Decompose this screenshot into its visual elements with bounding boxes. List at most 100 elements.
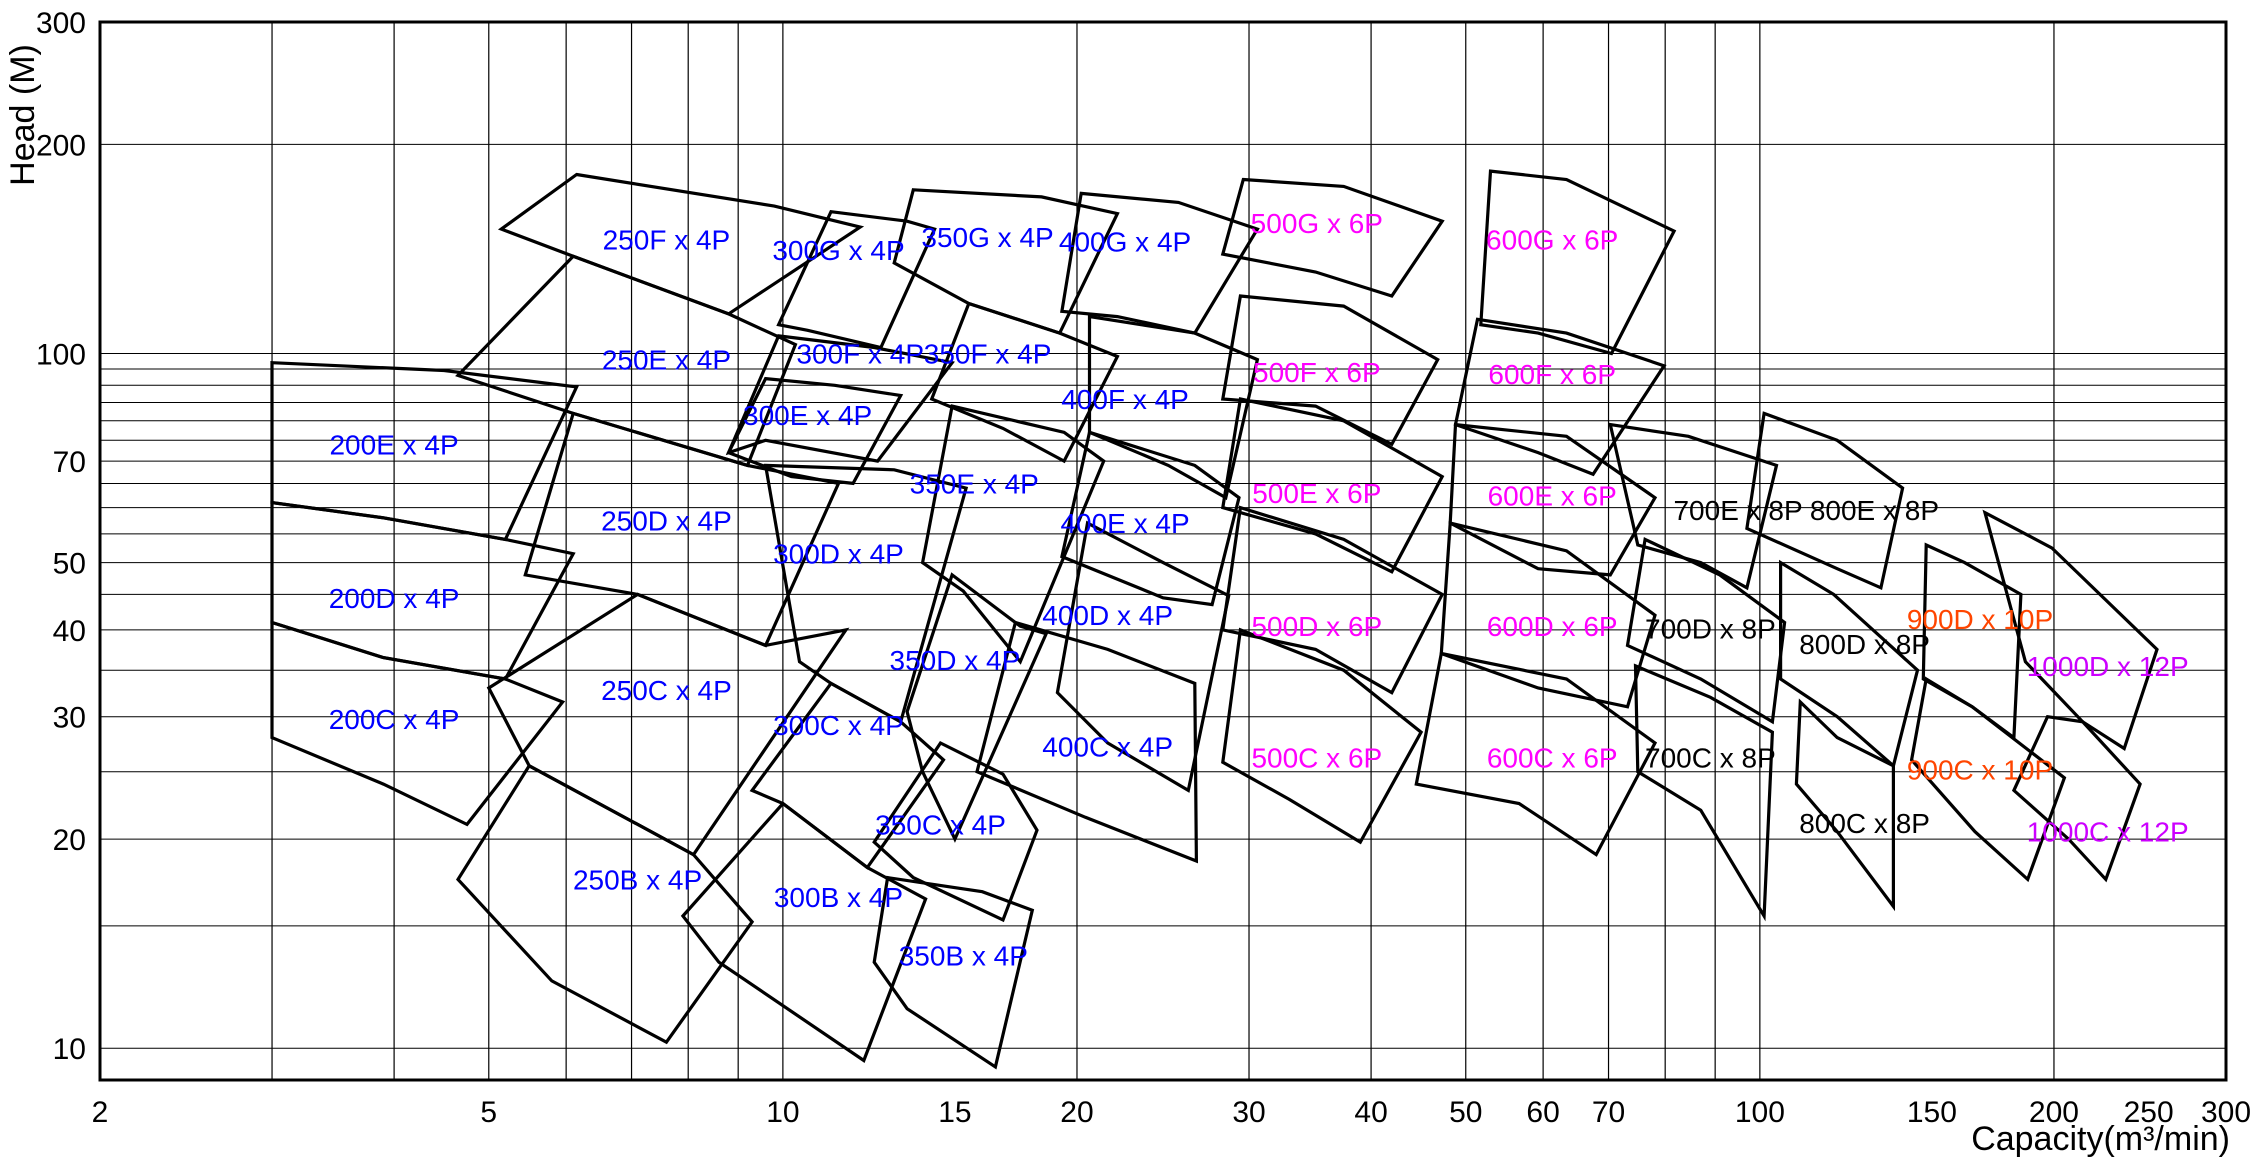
x-tick-label-20: 20 [1060, 1096, 1093, 1129]
x-tick-label-40: 40 [1354, 1096, 1387, 1129]
label-600e-x-6p: 600E x 6P [1488, 480, 1617, 511]
x-tick-label-10: 10 [766, 1096, 799, 1129]
curve-700c-x-8p [1633, 663, 1775, 922]
label-300e-x-4p: 300E x 4P [743, 400, 872, 431]
label-600f-x-6p: 600F x 6P [1488, 359, 1616, 390]
label-800d-x-8p: 800D x 8P [1799, 629, 1930, 660]
x-tick-label-250: 250 [2124, 1096, 2174, 1129]
curve-900c-x-10p [1909, 676, 2067, 883]
label-300c-x-4p: 300C x 4P [773, 710, 904, 741]
y-tick-label-300: 300 [36, 7, 86, 40]
y-tick-labels: 10 20 30 40 50 70 100 200 300 [36, 7, 86, 1066]
y-tick-label-200: 200 [36, 129, 86, 162]
x-tick-labels: 2 5 10 15 20 30 40 50 60 70 100 150 200 250 300 [92, 1096, 2251, 1129]
label-900c-x-10p: 900C x 10P [1907, 754, 2053, 785]
curve-300b-x-4p [680, 801, 928, 1063]
curve-500e-x-6p [1220, 397, 1445, 574]
label-300f-x-4p: 300F x 4P [796, 338, 924, 369]
curve-350c-x-4p [872, 740, 1039, 923]
curve-350d-x-4p [905, 572, 1049, 843]
curve-400d-x-4p [1055, 520, 1231, 793]
curve-350g-x-4p [892, 188, 1120, 336]
label-200c-x-4p: 200C x 4P [329, 704, 460, 735]
plot-frame [98, 20, 2228, 1082]
x-tick-label-15: 15 [938, 1096, 971, 1129]
x-tick-label-5: 5 [480, 1096, 497, 1129]
label-600g-x-6p: 600G x 6P [1486, 224, 1618, 255]
y-tick-label-70: 70 [53, 446, 86, 479]
label-250c-x-4p: 250C x 4P [601, 675, 732, 706]
label-500c-x-6p: 500C x 6P [1251, 743, 1382, 774]
label-500f-x-6p: 500F x 6P [1253, 357, 1381, 388]
label-400e-x-4p: 400E x 4P [1060, 508, 1189, 539]
curve-250b-x-4p [455, 763, 755, 1045]
label-350c-x-4p: 350C x 4P [875, 809, 1006, 840]
label-350e-x-4p: 350E x 4P [910, 468, 1039, 499]
x-tick-label-30: 30 [1232, 1096, 1265, 1129]
x-tick-label-200: 200 [2029, 1096, 2079, 1129]
curve-350b-x-4p [872, 875, 1035, 1070]
y-tick-label-30: 30 [53, 702, 86, 735]
label-300d-x-4p: 300D x 4P [773, 539, 904, 570]
curve-200c-x-4p [270, 620, 566, 827]
x-tick-label-60: 60 [1526, 1096, 1559, 1129]
curve-300e-x-4p [726, 376, 904, 486]
y-tick-label-40: 40 [53, 615, 86, 648]
x-tick-label-50: 50 [1449, 1096, 1482, 1129]
label-700c-x-8p: 700C x 8P [1645, 743, 1776, 774]
curve-900d-x-10p [1921, 542, 2023, 741]
label-600c-x-6p: 600C x 6P [1487, 743, 1618, 774]
curve-300d-x-4p [763, 463, 969, 725]
curve-600f-x-6p [1453, 317, 1667, 477]
label-500d-x-6p: 500D x 6P [1251, 611, 1382, 642]
label-400g-x-4p: 400G x 4P [1059, 226, 1191, 257]
y-tick-label-50: 50 [53, 548, 86, 581]
curve-800e-x-8p [1745, 411, 1905, 591]
label-350b-x-4p: 350B x 4P [899, 940, 1028, 971]
label-900d-x-10p: 900D x 10P [1907, 604, 2053, 635]
label-400d-x-4p: 400D x 4P [1042, 600, 1173, 631]
curve-500f-x-6p [1220, 294, 1440, 447]
pump-curves: 200E x 4P 200D x 4P 200C x 4P 250F x 4P 250E… [270, 169, 2189, 1070]
curve-500d-x-6p [1221, 505, 1445, 695]
label-300b-x-4p: 300B x 4P [774, 882, 903, 913]
label-250b-x-4p: 250B x 4P [573, 864, 702, 895]
label-250d-x-4p: 250D x 4P [601, 505, 732, 536]
x-axis-label: Capacity(m³/min) [1971, 1120, 2230, 1158]
grid-lines [99, 21, 2227, 1081]
curve-400e-x-4p [1060, 430, 1241, 607]
curve-800d-x-8p [1778, 559, 1920, 769]
label-250e-x-4p: 250E x 4P [602, 345, 731, 376]
curve-1000d-x-12p [1982, 509, 2159, 751]
curve-700e-x-8p [1608, 422, 1779, 591]
x-tick-label-300: 300 [2201, 1096, 2251, 1129]
label-200d-x-4p: 200D x 4P [329, 583, 460, 614]
label-700e-x-8p: 700E x 8P [1673, 495, 1802, 526]
y-axis-label: Head (M) [4, 44, 42, 186]
label-350f-x-4p: 350F x 4P [924, 338, 1052, 369]
y-tick-label-100: 100 [36, 338, 86, 371]
label-800e-x-8p: 800E x 8P [1810, 495, 1939, 526]
curve-400g-x-4p [1060, 191, 1260, 335]
curve-350e-x-4p [920, 404, 1106, 665]
label-200e-x-4p: 200E x 4P [329, 429, 458, 460]
curve-400c-x-4p [975, 620, 1199, 864]
x-tick-label-2: 2 [92, 1096, 109, 1129]
label-500g-x-6p: 500G x 6P [1251, 208, 1383, 239]
label-250f-x-4p: 250F x 4P [603, 224, 731, 255]
x-tick-label-100: 100 [1735, 1096, 1785, 1129]
curve-300g-x-4p [776, 209, 937, 350]
label-800c-x-8p: 800C x 8P [1799, 808, 1930, 839]
curve-500c-x-6p [1221, 627, 1424, 845]
label-350d-x-4p: 350D x 4P [890, 645, 1021, 676]
x-tick-label-150: 150 [1907, 1096, 1957, 1129]
y-tick-label-10: 10 [53, 1033, 86, 1066]
curve-600c-x-6p [1414, 651, 1658, 857]
label-350g-x-4p: 350G x 4P [921, 222, 1053, 253]
label-500e-x-6p: 500E x 6P [1252, 478, 1381, 509]
curve-500g-x-6p [1220, 177, 1445, 298]
curve-1000c-x-12p [2011, 714, 2142, 883]
label-400f-x-4p: 400F x 4P [1061, 384, 1189, 415]
x-tick-label-70: 70 [1592, 1096, 1625, 1129]
